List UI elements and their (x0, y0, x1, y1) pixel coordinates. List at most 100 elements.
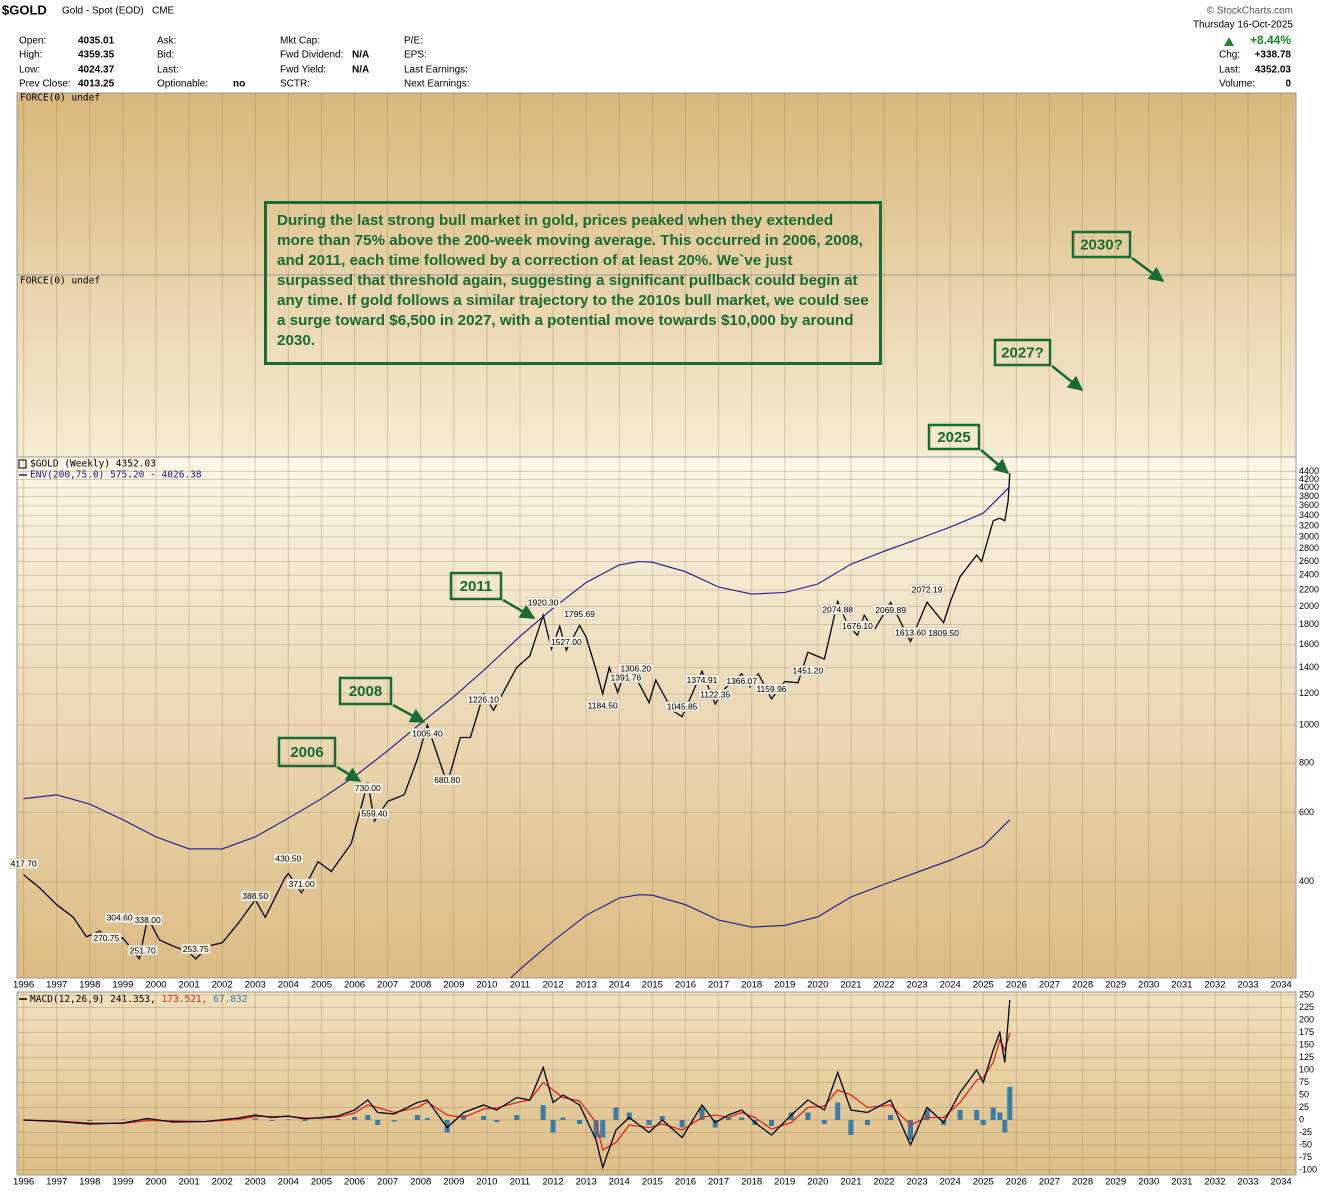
callout-label: 2030? (1080, 236, 1123, 253)
histogram-bar (481, 1116, 487, 1120)
x-tick-label: 2031 (1171, 1177, 1192, 1188)
point-label-bg (754, 683, 789, 695)
point-label-bg (180, 943, 211, 955)
x-tick-label: 2026 (1006, 1177, 1027, 1188)
x-tick-label: 2005 (311, 1177, 332, 1188)
x-tick-label: 2009 (443, 1177, 464, 1188)
histogram-bar (848, 1120, 854, 1135)
y-tick-label: 25 (1299, 1102, 1309, 1112)
x-tick-label: 2013 (576, 980, 597, 991)
point-label-bg (132, 914, 163, 926)
legend-entry: 173.521, (162, 994, 208, 1005)
x-tick-label: 2018 (741, 1177, 762, 1188)
histogram-bar (646, 1120, 652, 1125)
histogram-bar (924, 1110, 930, 1120)
point-label: 1122.35 (700, 690, 730, 700)
y-tick-label: 1400 (1299, 662, 1319, 672)
x-tick-label: 2013 (576, 1177, 597, 1188)
x-tick-label: 2015 (642, 1177, 663, 1188)
point-label-bg (549, 636, 584, 648)
point-label: 1613.60 (895, 627, 926, 637)
histogram-bar (725, 1117, 731, 1120)
callout-arrow (392, 703, 426, 724)
histogram-bar (335, 1119, 341, 1120)
histogram-bar (699, 1107, 705, 1120)
x-tick-label: 2006 (344, 980, 365, 991)
histogram-bar (302, 1120, 308, 1121)
x-tick-label: 1997 (46, 1177, 67, 1188)
y-tick-label: 1600 (1299, 639, 1319, 649)
x-tick-label: 2014 (609, 1177, 630, 1188)
point-label-bg (840, 620, 875, 632)
field-label: Next Earnings: (404, 79, 470, 90)
x-tick-label: 2011 (510, 1177, 530, 1188)
y-tick-label: 800 (1299, 758, 1314, 768)
panel-label: FORCE(0) undef (20, 276, 100, 287)
x-tick-label: 2022 (873, 1177, 894, 1188)
x-tick-label: 2003 (245, 1177, 266, 1188)
histogram-bar (1002, 1120, 1008, 1133)
field-value: no (233, 79, 245, 90)
point-label: 1451.20 (793, 666, 824, 676)
field-label: SCTR: (280, 79, 310, 90)
point-label: 1374.91 (687, 675, 718, 685)
point-label: 251.70 (130, 945, 156, 955)
y-tick-label: -50 (1299, 1139, 1312, 1149)
field-value: 0 (1285, 79, 1291, 90)
price-line (23, 486, 1011, 850)
histogram-bar (318, 1119, 324, 1120)
histogram-bar (997, 1112, 1003, 1120)
price-panel (16, 456, 1297, 979)
x-tick-label: 2019 (774, 1177, 795, 1188)
x-tick-label: 2016 (675, 980, 696, 991)
histogram-bar (613, 1107, 619, 1120)
histogram-bar (593, 1120, 599, 1138)
y-tick-label: 3800 (1299, 491, 1319, 501)
y-tick-label: 50 (1299, 1089, 1309, 1099)
point-label: 417.70 (11, 859, 37, 869)
point-label-bg (562, 608, 597, 620)
histogram-bar (626, 1112, 632, 1120)
legend-entry: $GOLD (Weekly) 4352.03 (30, 459, 156, 470)
y-tick-label: 4200 (1299, 474, 1319, 484)
point-label: 270.75 (93, 933, 119, 943)
x-tick-label: 1998 (79, 980, 100, 991)
macd-plot (23, 999, 1013, 1170)
y-tick-label: -25 (1299, 1127, 1312, 1137)
x-tick-label: 2021 (840, 1177, 861, 1188)
histogram-bar (990, 1107, 996, 1120)
x-tick-label: 2001 (179, 980, 200, 991)
histogram-bar (739, 1117, 745, 1120)
point-label-bg (873, 604, 909, 616)
histogram-bar (980, 1120, 986, 1125)
field-value: 4352.03 (1255, 65, 1292, 76)
x-tick-label: 2027 (1039, 980, 1060, 991)
point-label-bg (926, 627, 961, 639)
callout-box (1071, 230, 1132, 259)
y-tick-label: 2200 (1299, 585, 1319, 595)
callout-arrow (1131, 256, 1165, 283)
field-label: Chg: (1219, 50, 1240, 61)
point-label-bg (127, 945, 158, 956)
histogram-bar (821, 1120, 827, 1124)
x-tick-label: 2033 (1237, 980, 1258, 991)
point-label: 430.50 (275, 853, 301, 863)
callout-label: 2011 (460, 578, 493, 595)
histogram-bar (888, 1115, 894, 1120)
field-value: N/A (352, 65, 369, 76)
x-tick-label: 2024 (940, 980, 961, 991)
x-tick-label: 2016 (675, 1177, 696, 1188)
histogram-bar (120, 1119, 126, 1120)
legend-entry: 241.353, (110, 994, 156, 1005)
callout-box (338, 676, 393, 706)
histogram-bar (54, 1120, 60, 1121)
field-label: Fwd Dividend: (280, 50, 343, 61)
x-tick-label: 2019 (774, 980, 795, 991)
histogram-bar (805, 1112, 811, 1120)
x-tick-label: 2032 (1204, 1177, 1225, 1188)
point-label-bg (618, 663, 654, 674)
x-tick-label: 2017 (708, 980, 729, 991)
y-tick-label: 175 (1299, 1027, 1314, 1037)
point-label-bg (466, 694, 501, 705)
legend-icon (18, 459, 27, 469)
